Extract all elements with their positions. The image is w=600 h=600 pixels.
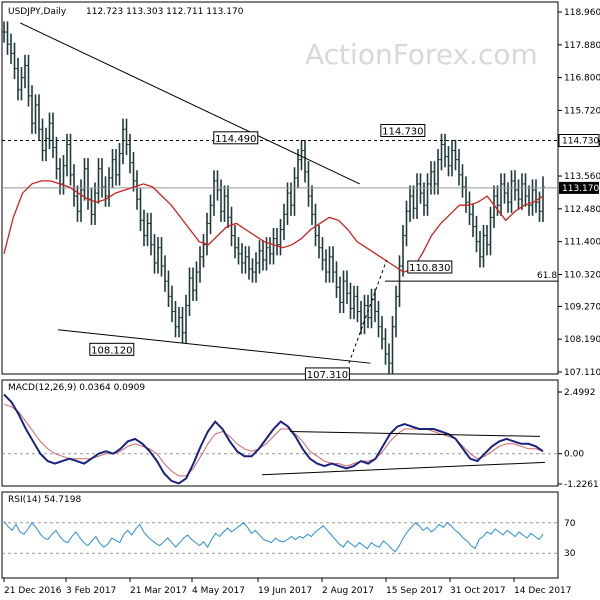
price-overlays: 61.8 114.730 113.170 [2,22,600,364]
trendline-rising-support-dotted [348,259,388,364]
callout-box [304,367,350,381]
callout-label: 110.830 [409,263,450,274]
date-axis: 21 Dec 2016 3 Feb 2017 21 Mar 2017 4 May 20… [3,578,572,596]
callout-label: 114.730 [382,127,423,138]
date-label: 3 Feb 2017 [66,586,116,596]
rsi-label: RSI(14) 54.7198 [8,495,81,505]
fib-label: 61.8 [537,271,557,281]
macd-upper-trendline [289,430,541,437]
current-price-label: 113.170 [562,184,599,194]
macd-tick-label: 0.00 [564,450,584,460]
price-tick-label: 113.560 [564,172,600,182]
rsi-tick-label: 30 [564,549,576,559]
price-tick-label: 111.400 [564,238,600,248]
macd-label: MACD(12,26,9) 0.0364 0.0909 [8,383,145,393]
macd-tick-label: 2.4992 [564,388,596,398]
callout-box [380,124,426,138]
moving-average-line [3,180,544,273]
price-tick-label: 110.320 [564,270,600,280]
price-tick-label: 109.270 [564,302,600,312]
watermark: ActionForex.com [305,38,538,71]
callout-box [213,131,259,145]
resistance-price-box [558,134,600,148]
price-bars [2,21,545,374]
date-label: 14 Dec 2017 [514,586,572,596]
macd-line [3,393,544,485]
price-tick-label: 116.800 [564,74,600,84]
macd-panel-frame [1,379,559,487]
date-label: 21 Mar 2017 [130,586,187,596]
rsi-lines [3,520,544,553]
price-callouts: 114.490 114.730 108.120 107.310 110.830 [89,124,453,381]
price-tick-label: 118.960 [564,8,600,18]
macd-lower-trendline [261,461,546,476]
price-tick-label: 112.480 [564,205,600,215]
macd-tick-label: -1.2261 [564,480,599,490]
callout-box [407,260,453,274]
ohlc-label: 112.723 113.303 112.711 113.170 [86,7,244,17]
rsi-panel-frame [1,491,559,579]
callout-box [89,342,135,356]
trendline-falling-support [57,329,371,364]
date-label: 2 Aug 2017 [322,586,374,596]
macd-lines [2,393,558,485]
price-tick-label: 107.110 [564,368,600,378]
current-price-box [559,181,599,194]
callout-label: 108.120 [91,345,132,356]
trendline-falling-resistance [19,22,360,185]
date-label: 21 Dec 2016 [4,586,62,596]
rsi-axis: 70 30 [2,519,576,559]
date-label: 15 Sep 2017 [386,586,443,596]
rsi-tick-label: 70 [564,519,576,529]
macd-axis: 2.4992 0.00 -1.2261 [558,388,599,490]
date-label: 4 May 2017 [192,586,245,596]
date-label: 31 Oct 2017 [450,586,506,596]
callout-label: 114.490 [215,134,256,145]
date-label: 19 Jun 2017 [258,586,312,596]
price-tick-label: 108.190 [564,335,600,345]
symbol-label: USDJPY,Daily [8,7,67,17]
rsi-line [3,520,544,553]
callout-label: 107.310 [307,370,348,381]
resistance-price-label: 114.730 [562,137,599,147]
price-tick-label: 115.720 [564,106,600,116]
price-tick-label: 117.880 [564,41,600,51]
